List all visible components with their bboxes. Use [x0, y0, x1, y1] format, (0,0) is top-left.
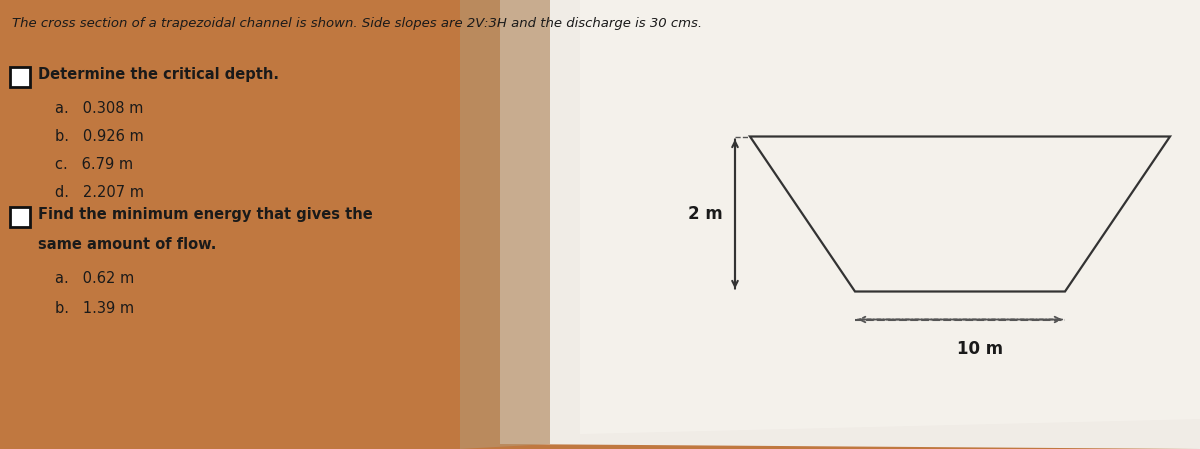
- Text: same amount of flow.: same amount of flow.: [38, 237, 216, 252]
- Text: a.   0.62 m: a. 0.62 m: [55, 271, 134, 286]
- Polygon shape: [460, 0, 550, 449]
- Text: Find the minimum energy that gives the: Find the minimum energy that gives the: [38, 207, 373, 222]
- Text: d.   2.207 m: d. 2.207 m: [55, 185, 144, 200]
- Polygon shape: [580, 0, 1200, 434]
- Text: 2 m: 2 m: [689, 205, 722, 223]
- Polygon shape: [500, 0, 1200, 449]
- Text: b.   0.926 m: b. 0.926 m: [55, 129, 144, 144]
- Text: Determine the critical depth.: Determine the critical depth.: [38, 67, 278, 82]
- Text: b.   1.39 m: b. 1.39 m: [55, 301, 134, 316]
- Bar: [10, 207, 30, 227]
- Text: The cross section of a trapezoidal channel is shown. Side slopes are 2V:3H and t: The cross section of a trapezoidal chann…: [12, 17, 702, 30]
- Text: c.   6.79 m: c. 6.79 m: [55, 157, 133, 172]
- Text: a.   0.308 m: a. 0.308 m: [55, 101, 143, 116]
- Bar: [10, 67, 30, 87]
- Text: 10 m: 10 m: [956, 339, 1003, 357]
